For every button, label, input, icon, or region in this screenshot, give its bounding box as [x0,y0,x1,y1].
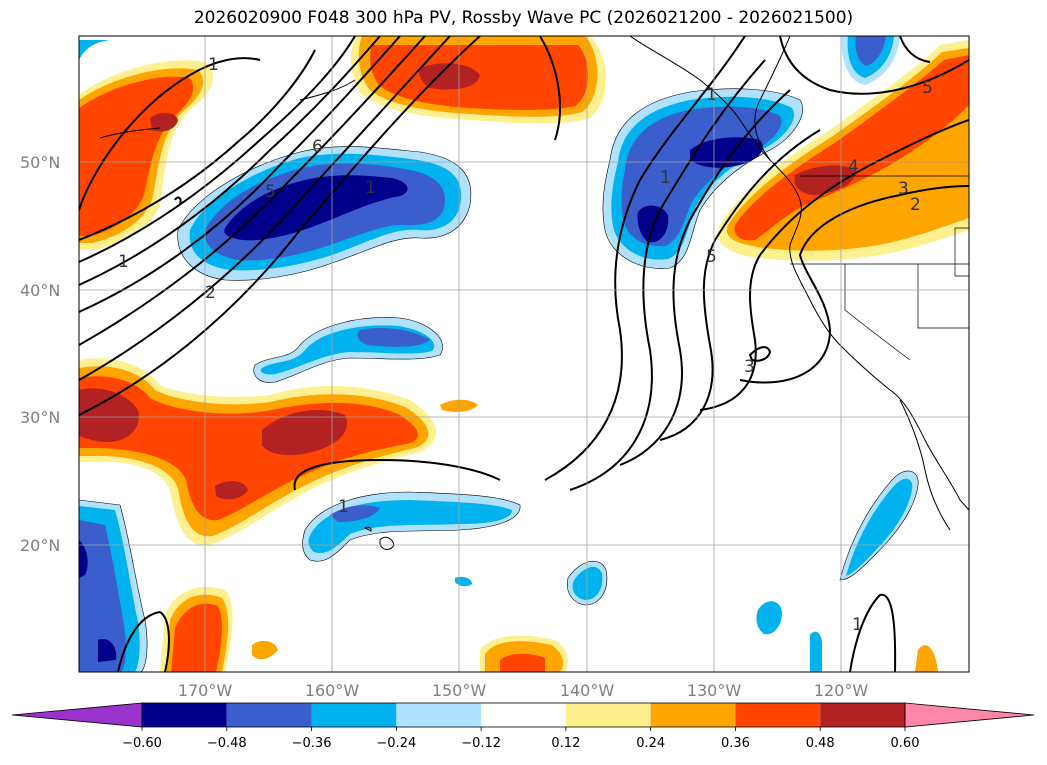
colorbar-tick-label: 0.60 [891,736,920,751]
contour-label: 1 [365,178,376,198]
colorbar-segment [565,703,651,727]
colorbar-segment [226,703,312,727]
contour-label: 1 [118,252,129,272]
political-borders [790,175,969,361]
colorbar-segment [481,703,566,727]
contour-label: 1 [208,55,219,75]
contour-label: 1 [852,615,863,635]
colorbar-tick-label: −0.36 [292,736,332,751]
contour-label: 3 [898,179,909,199]
colorbar-tick-label: −0.24 [376,736,416,751]
pv-shading-outlines [79,88,919,672]
pv-positive-south [160,587,938,672]
colorbar-extend-min [11,702,143,728]
contour-label: 1 [706,85,717,105]
contour-label: 6 [312,137,323,157]
pv-negative-southwest [79,500,148,672]
contour-label: 2 [910,195,921,215]
colorbar-segment [650,703,736,727]
longitude-labels: 170°W 160°W 150°W 140°W 130°W 120°W [178,681,869,700]
contour-label: 5 [706,247,717,267]
lon-label: 170°W [178,681,233,700]
colorbar-segment [311,703,397,727]
lon-label: 160°W [305,681,360,700]
colorbar: −0.60 −0.48 −0.36 −0.24 −0.12 0.12 0.24 0.36 0.4… [11,702,1035,751]
contour-label: 1 [660,168,671,188]
colorbar-tick-label: 0.48 [806,736,835,751]
contour-label: 1 [338,497,349,517]
rossby-wave-contours [79,36,969,672]
contour-label: 3 [744,357,755,377]
colorbar-tick-label: 0.12 [551,736,580,751]
lon-label: 120°W [814,681,869,700]
colorbar-tick-label: −0.60 [122,736,162,751]
colorbar-tick-label: −0.12 [461,736,501,751]
lon-label: 150°W [432,681,487,700]
contour-label: 5 [922,78,933,98]
pv-negative-subtropical [302,470,919,672]
colorbar-segment [396,703,482,727]
latitude-labels: 50°N 40°N 30°N 20°N [20,153,60,555]
contour-label: 2 [205,283,216,303]
lat-label: 20°N [20,536,60,555]
colorbar-extend-max [904,702,1035,728]
colorbar-tick-label: −0.48 [207,736,247,751]
lat-label: 40°N [20,281,60,300]
colorbar-segment [735,703,821,727]
pv-negative-central [177,146,471,281]
colorbar-segment [142,703,227,727]
graticule [79,36,969,672]
pv-positive-east [718,40,969,261]
lat-label: 50°N [20,153,60,172]
contour-label-group: 1 6 5 1 2 1 1 1 5 3 4 3 2 5 1 1 [118,55,933,635]
map-frame [78,35,970,673]
contour-label: 5 [265,182,276,202]
contour-label: 4 [848,157,859,177]
pv-negative-east [602,36,900,269]
colorbar-tick-label: 0.36 [721,736,750,751]
pv-positive-subtropical [79,358,478,546]
colorbar-segment [820,703,905,727]
pv-negative-midwest [253,317,443,383]
lon-label: 130°W [687,681,742,700]
pv-positive-northwest [79,40,214,251]
lat-label: 30°N [20,408,60,427]
lon-label: 140°W [560,681,615,700]
colorbar-frame [141,702,906,728]
colorbar-tick-label: 0.24 [636,736,665,751]
map-title: 2026020900 F048 300 hPa PV, Rossby Wave … [193,8,854,28]
